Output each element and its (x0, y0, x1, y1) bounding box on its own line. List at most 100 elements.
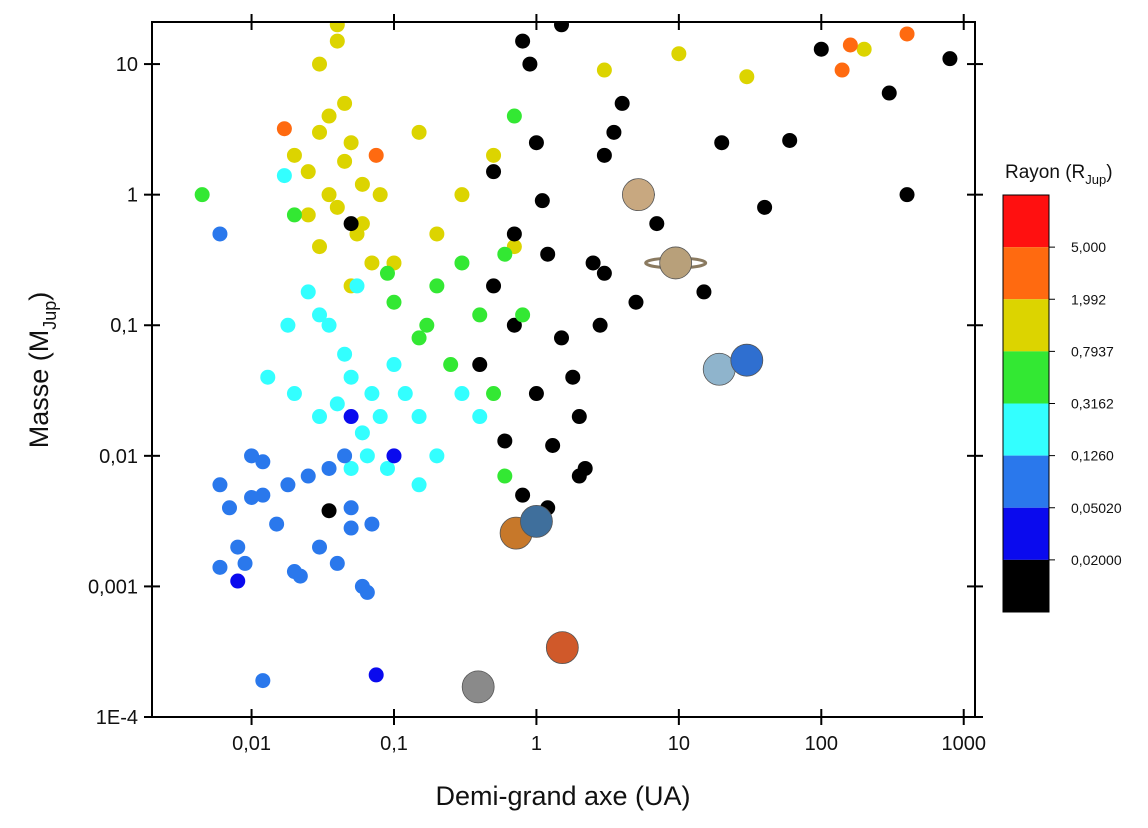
data-point (312, 124, 328, 140)
data-point (349, 278, 365, 294)
data-point (497, 468, 513, 484)
data-point (364, 516, 380, 532)
data-point (321, 503, 337, 519)
data-point (312, 409, 328, 425)
x-tick-label: 10 (668, 733, 690, 755)
x-tick-label: 1 (531, 733, 542, 755)
data-point (368, 147, 384, 163)
colorbar-label: 5,000 (1071, 239, 1106, 255)
data-point (372, 409, 388, 425)
x-tick-label: 0,01 (232, 733, 271, 755)
colorbar-title: Rayon (RJup) (1005, 162, 1113, 187)
colorbar-band (1003, 559, 1049, 612)
data-point (486, 147, 502, 163)
data-point (486, 386, 502, 402)
data-point (255, 673, 271, 689)
y-tick-label: 1E-4 (96, 707, 138, 729)
data-point (596, 265, 612, 281)
colorbar-label: 0,3162 (1071, 396, 1114, 412)
data-point (321, 108, 337, 124)
data-point (540, 246, 556, 262)
data-point (354, 216, 370, 232)
data-point (276, 168, 292, 184)
data-point (411, 477, 427, 493)
data-point (321, 317, 337, 333)
data-point (329, 33, 345, 49)
data-point (337, 95, 353, 111)
data-point (286, 147, 302, 163)
data-point (585, 255, 601, 271)
data-point (429, 278, 445, 294)
data-point (842, 37, 858, 53)
data-point (506, 226, 522, 242)
data-point (522, 56, 538, 72)
data-point (230, 573, 246, 589)
data-point (321, 460, 337, 476)
colorbar-label: 1,992 (1071, 291, 1106, 307)
y-label-end: ) (24, 292, 54, 301)
data-point (565, 369, 581, 385)
data-point (554, 330, 570, 346)
data-point (856, 41, 872, 57)
data-point (614, 95, 630, 111)
data-point (528, 386, 544, 402)
data-point (506, 317, 522, 333)
data-point (212, 477, 228, 493)
colorbar-band (1003, 195, 1049, 248)
x-tick-label: 0,1 (380, 733, 408, 755)
colorbar-band (1003, 507, 1049, 560)
data-point (757, 199, 773, 215)
data-point (596, 147, 612, 163)
y-tick-label: 0,1 (110, 315, 138, 337)
data-point (628, 294, 644, 310)
data-point (354, 176, 370, 192)
data-point (364, 386, 380, 402)
y-tick-label: 0,001 (88, 576, 138, 598)
data-point (515, 487, 531, 503)
data-point (212, 226, 228, 242)
data-point (343, 135, 359, 151)
x-tick-label: 100 (805, 733, 838, 755)
data-point (515, 307, 531, 323)
data-point (364, 255, 380, 271)
colorbar-label: 0,05020 (1071, 500, 1122, 516)
data-point (300, 207, 316, 223)
data-point (472, 409, 488, 425)
data-point (212, 559, 228, 575)
data-point (312, 56, 328, 72)
data-point (359, 584, 375, 600)
data-point (343, 500, 359, 516)
data-point (372, 187, 388, 203)
data-point (343, 369, 359, 385)
data-point (486, 164, 502, 180)
data-point (454, 255, 470, 271)
colorbar-band (1003, 247, 1049, 300)
data-point (329, 199, 345, 215)
y-axis-label: Masse (MJup) (24, 292, 60, 449)
data-point (244, 448, 260, 464)
data-point (368, 667, 384, 683)
data-point (329, 555, 345, 571)
data-point (300, 284, 316, 300)
data-point (312, 239, 328, 255)
data-point (443, 357, 459, 373)
data-point (528, 135, 544, 151)
data-point (337, 448, 353, 464)
data-point (292, 568, 308, 584)
data-point (454, 386, 470, 402)
data-point (596, 62, 612, 78)
data-point (419, 317, 435, 333)
data-point (386, 357, 402, 373)
data-point (276, 121, 292, 137)
data-point (497, 433, 513, 449)
data-point (397, 386, 413, 402)
colorbar-label: 0,7937 (1071, 343, 1114, 359)
colorbar-label: 0,1260 (1071, 448, 1114, 464)
data-point (312, 307, 328, 323)
data-point (472, 307, 488, 323)
data-point (515, 33, 531, 49)
data-point (337, 346, 353, 362)
data-point (343, 216, 359, 232)
data-point (411, 330, 427, 346)
